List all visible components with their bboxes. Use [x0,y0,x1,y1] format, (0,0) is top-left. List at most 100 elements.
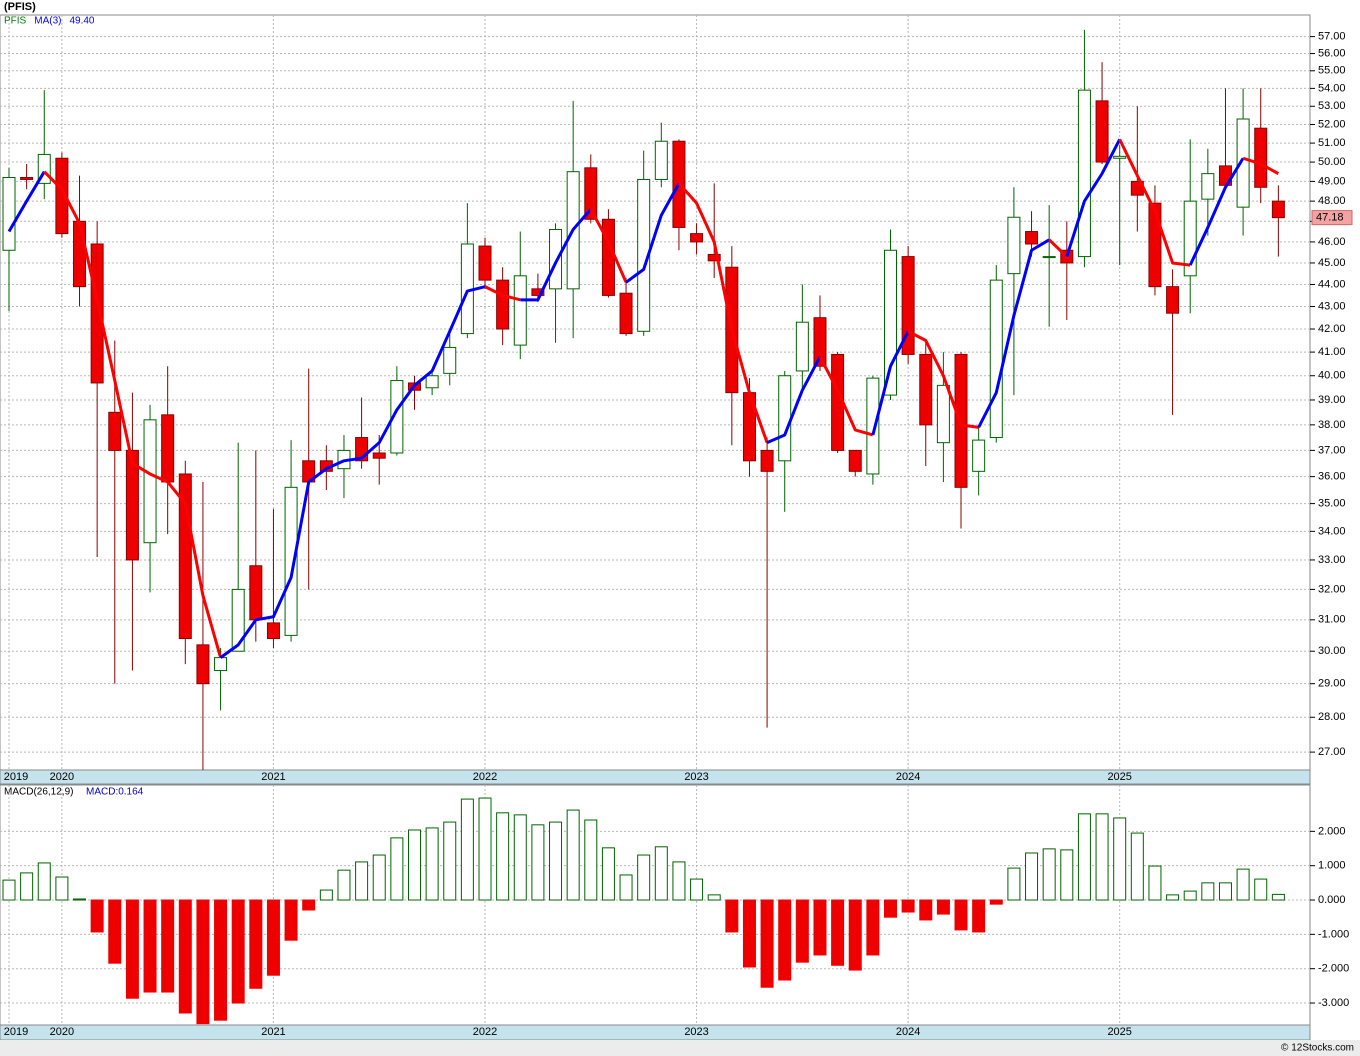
macd-bar [707,894,721,901]
y-tick-label: 27.00 [1318,746,1346,758]
ma-line [766,356,822,445]
x-tick-label: 2025 [1107,1026,1131,1038]
candle-body [1271,200,1285,219]
y-tick-label: 35.00 [1318,498,1346,510]
candle-body [1254,127,1268,188]
macd-bar [601,847,615,901]
y-tick-label: 57.00 [1318,31,1346,43]
legend-entry: 49.40 [69,16,94,27]
x-tick-label: 2020 [50,771,74,783]
candle-body [214,657,228,672]
macd-bar [654,846,668,901]
macd-bar [496,812,510,901]
candle-body [425,375,439,389]
price-tag-label: 47.18 [1316,212,1344,224]
y-tick-label: 31.00 [1318,614,1346,626]
macd-bar [319,889,333,901]
ma-line [1065,138,1122,258]
y-tick-label: 45.00 [1318,257,1346,269]
candle-body [249,565,263,621]
macd-bar [884,899,897,918]
x-tick-label: 2019 [4,1026,28,1038]
candle-body [778,375,792,462]
macd-bar [549,821,563,901]
macd-bar [390,837,404,901]
candle-body [936,384,950,444]
ma-line [589,208,628,283]
macd-bar [513,814,527,901]
macd-bar [1183,890,1197,901]
y-tick-label: 51.00 [1318,137,1346,149]
y-tick-label: 32.00 [1318,583,1346,595]
macd-bar [214,899,228,1021]
macd-bar [161,899,175,993]
candle-body [513,275,527,346]
ma-line [520,208,592,302]
candle-body [619,292,633,335]
macd-bar [20,872,34,901]
y-tick-label: 44.00 [1318,278,1346,290]
macd-bar [337,869,351,901]
candle-body [866,377,880,475]
candle-body [1113,155,1127,159]
candle-body [196,644,210,685]
macd-bar [108,899,122,964]
candle-body [125,449,139,561]
candle-body [143,419,157,544]
macd-bar [637,854,651,901]
macd-bar [672,861,686,901]
x-tick-label: 2022 [473,771,497,783]
candle-body [707,253,721,262]
candle-body [1201,173,1215,200]
ma-line [1242,156,1280,175]
x-tick-label: 2025 [1107,771,1131,783]
footer: © 12Stocks.com [1281,1043,1354,1054]
macd-bar [266,899,280,976]
y-tick-label: 56.00 [1318,47,1346,59]
candle-body [549,228,563,290]
y-tick-label: 29.00 [1318,678,1346,690]
candle-body [795,321,809,372]
macd-bar [231,899,245,1004]
macd-bar [954,899,968,931]
candle-body [20,177,34,180]
candle-body [1095,100,1109,163]
y-tick-label: 39.00 [1318,394,1346,406]
y-tick-label: 1.000 [1318,860,1346,872]
y-tick-label: 0.000 [1318,894,1346,906]
macd-bar [1218,882,1232,901]
x-tick-label: 2021 [261,1026,285,1038]
candle-body [813,317,827,367]
macd-bar [1254,878,1268,901]
candle-body [108,411,122,451]
macd-bar [249,899,263,989]
ma-line [1118,138,1191,267]
macd-bar [972,899,986,933]
candle-body [266,622,280,640]
candle-body [390,380,404,454]
ma-line [625,182,681,284]
macd-bar [1095,813,1109,901]
candle-body [584,167,598,220]
macd-bar [742,899,756,968]
macd-bar [407,829,421,901]
macd-bar [1236,868,1250,901]
candle-body [760,449,774,472]
x-tick-label: 2024 [896,1026,920,1038]
candle-body [478,245,492,281]
x-tick-label: 2024 [896,771,920,783]
macd-label: MACD:0.164 [86,787,144,798]
y-tick-label: 40.00 [1318,370,1346,382]
macd-bar [690,878,704,901]
y-tick-label: 36.00 [1318,471,1346,483]
y-tick-label: 49.00 [1318,175,1346,187]
macd-bar [425,827,439,901]
x-tick-label: 2022 [473,1026,497,1038]
macd-bar [1271,893,1285,901]
legend-entry: MA(3) [34,16,61,27]
y-tick-label: 46.00 [1318,236,1346,248]
ma-line [1188,157,1245,266]
macd-bar [566,809,580,901]
macd-bar [1077,813,1091,901]
x-tick-label: 2019 [4,771,28,783]
